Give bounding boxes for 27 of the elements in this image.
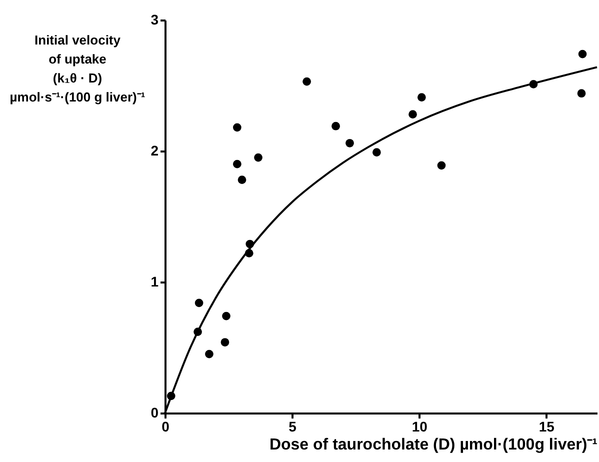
y-tick-label: 3 [150, 12, 159, 28]
x-axis-title: Dose of taurocholate (D) µmol·(100g liver)⁻¹ [269, 436, 598, 454]
point [332, 122, 340, 130]
point [578, 50, 587, 58]
point [417, 93, 426, 102]
x-tick-label: 10 [412, 418, 428, 434]
point [232, 160, 242, 168]
point [232, 123, 242, 132]
point [302, 77, 311, 86]
point [577, 89, 586, 98]
y-tick-label: 0 [150, 404, 159, 420]
y-tick-label: 1 [150, 274, 159, 290]
y-tick-label: 2 [150, 142, 159, 158]
y-axis-title: Initial velocity of uptake (k₁θ · D) µmol·s⁻¹·(100 g liver)⁻¹ [10, 32, 146, 104]
x-tick-label: 15 [538, 418, 555, 434]
point [254, 153, 262, 162]
point [238, 176, 246, 184]
point [222, 312, 230, 320]
point [408, 110, 417, 118]
point [346, 138, 354, 148]
x-tick-label: 5 [288, 418, 297, 434]
point [205, 350, 214, 358]
point [194, 298, 204, 308]
point [220, 338, 230, 346]
x-tick-label: 0 [162, 418, 170, 434]
point [437, 161, 446, 170]
point [372, 148, 381, 156]
